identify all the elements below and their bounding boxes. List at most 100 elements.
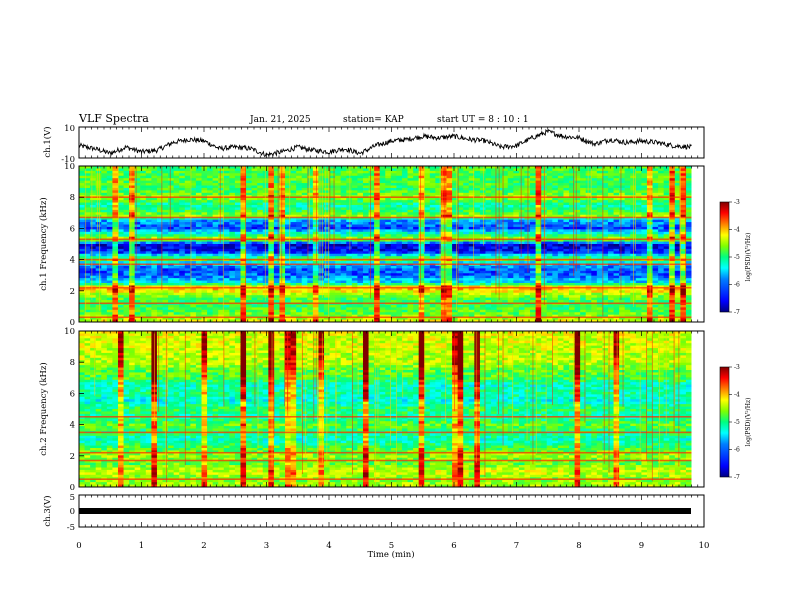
spectrogram-cell — [580, 241, 587, 245]
spectrogram-cell — [602, 256, 609, 260]
spectrogram-cell — [301, 175, 308, 179]
spectrogram-cell — [368, 239, 375, 242]
spectrogram-cell — [240, 226, 247, 230]
spectrogram-cell — [502, 224, 509, 228]
spectrogram-cell — [218, 180, 225, 184]
spectrogram-cell — [162, 248, 169, 252]
spectrogram-cell — [184, 178, 191, 182]
spectrogram-cell — [452, 166, 459, 169]
spectrogram-cell — [596, 214, 603, 218]
spectrogram-cell — [474, 202, 481, 206]
spectrogram-cell — [663, 244, 670, 247]
spectrogram-cell — [535, 219, 542, 223]
spectrogram-cell — [351, 217, 358, 221]
spectrogram-cell — [390, 205, 397, 208]
spectrogram-cell — [652, 190, 659, 194]
spectrogram-cell — [424, 209, 431, 213]
spectrogram-cell — [635, 234, 642, 238]
spectrogram-cell — [151, 246, 158, 250]
spectrogram-cell — [112, 178, 119, 182]
spectrogram-cell — [474, 224, 481, 228]
spectrogram-cell — [624, 265, 631, 269]
spectrogram-cell — [168, 173, 175, 177]
spectrogram-cell — [117, 217, 124, 221]
spectrogram-cell — [418, 197, 425, 201]
spectrogram-cell — [223, 183, 230, 186]
spectrogram-cell — [346, 226, 353, 230]
spectrogram-cell — [268, 175, 275, 179]
spectrogram-cell — [401, 197, 408, 201]
spectrogram-cell — [324, 190, 330, 194]
spectrogram-cell — [585, 187, 592, 191]
spectrogram-cell — [658, 229, 665, 233]
spectrogram-cell — [607, 200, 614, 203]
spectrogram-cell — [385, 180, 392, 184]
spectrogram-cell — [552, 226, 559, 230]
spectrogram-cell — [535, 170, 542, 174]
spectrogram-cell — [491, 231, 498, 235]
spectrogram-cell — [168, 253, 175, 257]
spectrogram-cell — [580, 168, 587, 172]
spectrogram-cell — [84, 197, 91, 201]
spectrogram-cell — [279, 212, 286, 216]
spectrogram-cell — [518, 173, 525, 177]
spectrogram-cell — [530, 205, 536, 208]
spectrogram-cell — [685, 261, 692, 264]
spectrogram-cell — [674, 256, 681, 260]
spectrogram-cell — [318, 187, 325, 191]
spectrogram-cell — [674, 231, 681, 235]
spectrogram-cell — [385, 268, 392, 272]
spectrogram-cell — [591, 214, 598, 218]
spectrogram-cell — [362, 200, 369, 203]
spectrogram-cell — [301, 224, 308, 228]
spectrogram-cell — [602, 187, 609, 191]
spectrogram-cell — [446, 246, 453, 250]
spectrogram-cell — [574, 229, 581, 233]
spectrogram-cell — [145, 234, 152, 238]
spectrogram-cell — [457, 197, 464, 201]
spectrogram-cell — [101, 209, 108, 213]
spectrogram-cell — [117, 239, 124, 242]
spectrogram-cell — [117, 183, 124, 186]
spectrogram-cell — [507, 244, 514, 247]
spectrogram-cell — [641, 166, 648, 169]
spectrogram-cell — [84, 268, 91, 272]
spectrogram-cell — [324, 166, 330, 169]
spectrogram-cell — [123, 226, 130, 230]
spectrogram-cell — [285, 251, 291, 255]
spectrogram-cell — [134, 234, 141, 238]
spectrogram-cell — [418, 253, 425, 257]
spectrogram-cell — [340, 207, 347, 211]
spectrogram-cell — [368, 178, 375, 182]
spectrogram-cell — [79, 178, 85, 182]
spectrogram-cell — [123, 246, 130, 250]
spectrogram-cell — [607, 190, 614, 194]
spectrogram-cell — [257, 251, 264, 255]
spectrogram-cell — [624, 219, 631, 223]
spectrogram-cell — [190, 187, 197, 191]
spectrogram-cell — [624, 244, 631, 247]
spectrogram-cell — [607, 261, 614, 264]
spectrogram-cell — [674, 246, 681, 250]
spectrogram-cell — [674, 248, 681, 252]
spectrogram-cell — [613, 173, 620, 177]
spectrogram-cell — [580, 251, 587, 255]
spectrogram-cell — [379, 253, 386, 257]
spectrogram-cell — [251, 212, 258, 216]
spectrogram-cell — [413, 229, 420, 233]
spectrogram-cell — [307, 253, 314, 257]
spectrogram-cell — [145, 244, 152, 247]
spectrogram-cell — [546, 170, 553, 174]
spectrogram-cell — [591, 180, 598, 184]
spectrogram-cell — [240, 261, 247, 264]
spectrogram-cell — [374, 226, 381, 230]
spectrogram-cell — [385, 200, 392, 203]
spectrogram-cell — [468, 241, 475, 245]
spectrogram-cell — [524, 253, 531, 257]
spectrogram-cell — [357, 175, 364, 179]
spectrogram-cell — [624, 234, 631, 238]
spectrogram-cell — [563, 197, 570, 201]
spectrogram-cell — [418, 170, 425, 174]
spectrogram-cell — [257, 253, 264, 257]
spectrogram-cell — [446, 248, 453, 252]
